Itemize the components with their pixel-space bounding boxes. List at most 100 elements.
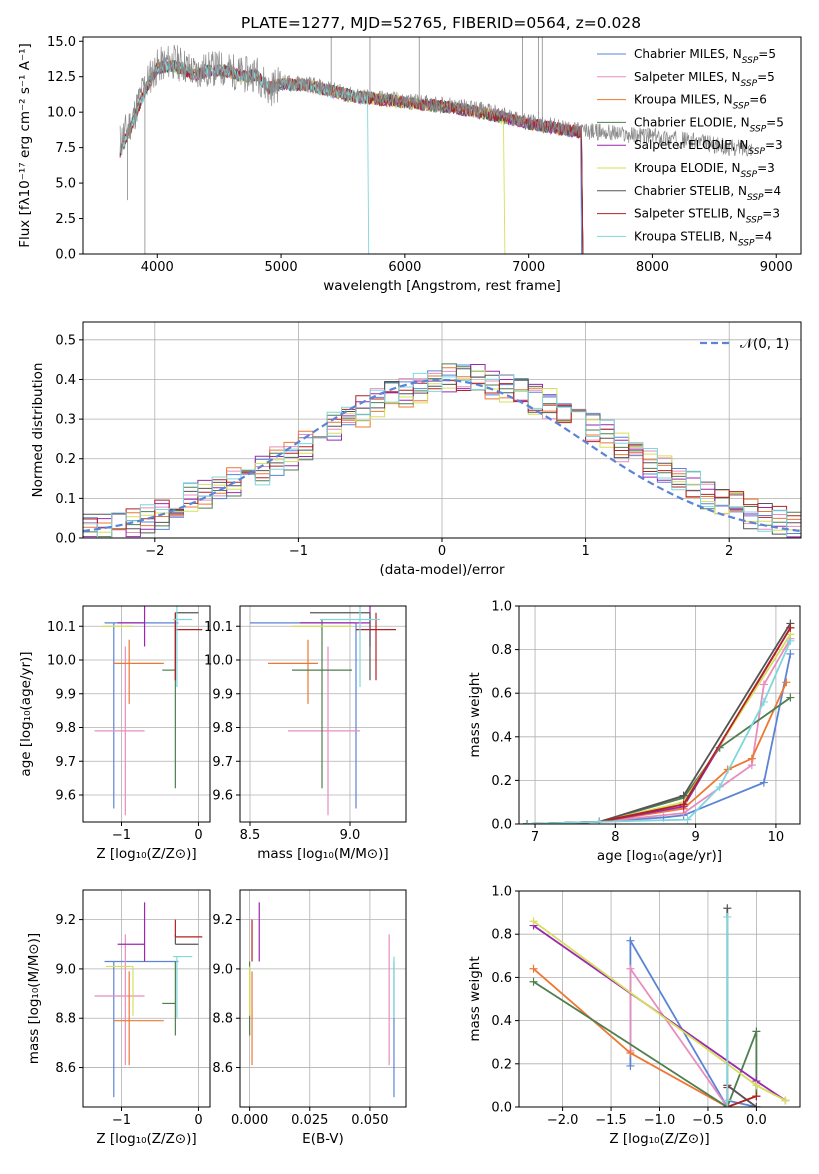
y-tick-label: 5.0 [55, 177, 76, 192]
y-tick-label: 9.9 [55, 687, 76, 702]
mass-weight-marker [786, 693, 795, 702]
spectrum-frame [82, 36, 802, 255]
y-tick-label: 0.6 [491, 971, 512, 986]
y-tick-label: 0.6 [491, 687, 512, 702]
mass-weight-marker [759, 778, 768, 787]
mass-weight-marker [786, 623, 795, 632]
mass-weight-marker [781, 1096, 790, 1105]
y-tick-label: 1.0 [491, 600, 512, 615]
massweight_vs_age-frame [518, 605, 801, 825]
x-axis-label: age [log₁₀(age/yr)] [597, 848, 722, 864]
y-tick-label: 0.2 [491, 1057, 512, 1072]
y-tick-label: 10.0 [47, 654, 76, 669]
x-tick-label: −0.5 [692, 1113, 724, 1128]
axes-residuals: −2 −1 0 1 2 0.0 0.1 0.2 0.3 0.4 0.5 (data-model)/er… [30, 321, 802, 578]
x-tick-label: 9000 [760, 260, 793, 275]
mass-weight-marker [626, 1061, 635, 1070]
plot-area-mass_vs_Z [94, 902, 203, 1098]
x-axis-label: Z [log₁₀(Z/Z⊙)] [96, 1131, 196, 1147]
x-tick-label: 2 [725, 544, 733, 559]
y-tick-label: 9.7 [212, 755, 233, 770]
y-tick-label: 0.0 [55, 532, 76, 547]
mass-weight-marker [626, 1049, 635, 1057]
legend-entry: Kroupa STELIB, NSSP=4 [634, 229, 772, 248]
y-tick-label: 10.1 [204, 620, 233, 635]
spectrum-legend: Chabrier MILES, NSSP=5 Salpeter MILES, NS… [597, 47, 784, 248]
x-tick-label: −1 [112, 828, 131, 843]
y-tick-label: 0.2 [491, 774, 512, 789]
legend-entry: 𝒩(0, 1) [740, 336, 789, 352]
x-tick-label: −2.0 [547, 1113, 579, 1128]
mass-weight-line [526, 622, 792, 824]
mass-weight-marker [723, 1103, 732, 1107]
legend-entry: Chabrier MILES, NSSP=5 [634, 47, 776, 66]
y-tick-label: 0.0 [55, 248, 76, 263]
mass-weight-marker [786, 649, 795, 658]
mass-weight-line [526, 696, 791, 824]
legend-entry: Salpeter STELIB, NSSP=3 [634, 207, 780, 226]
mass-weight-marker [529, 964, 538, 973]
x-tick-label: 9 [691, 830, 699, 845]
legend-entry: Chabrier STELIB, NSSP=4 [634, 184, 781, 203]
model-spectrum-line [119, 59, 583, 254]
x-axis-label: Z [log₁₀(Z/Z⊙)] [96, 846, 196, 862]
y-axis-label: age [log₁₀(age/yr)] [18, 651, 34, 776]
plot-area-age_vs_Z [94, 606, 203, 816]
mass-weight-marker [752, 1092, 761, 1101]
x-axis-label: E(B-V) [302, 1131, 344, 1147]
axes-mass_vs_ebv: 0.000 0.025 0.050 8.6 8.8 9.0 9.2 E(B-V) [212, 889, 407, 1147]
x-tick-label: 0 [438, 544, 446, 559]
mass-weight-line [526, 681, 788, 824]
x-tick-label: 0.050 [351, 1113, 388, 1128]
x-axis-label: wavelength [Angstrom, rest frame] [323, 278, 561, 294]
figure-title: PLATE=1277, MJD=52765, FIBERID=0564, z=0… [241, 14, 641, 32]
massweight_vs_Z-frame [518, 890, 801, 1108]
axes-mass_vs_Z: −1 0 8.6 8.8 9.0 9.2 Z [log₁₀(Z/Z⊙)] mass [log₁… [26, 889, 211, 1147]
x-tick-label: 9.0 [340, 828, 361, 843]
mass-weight-marker [786, 636, 795, 645]
plot-area-residuals [83, 363, 801, 538]
x-tick-label: −2 [145, 544, 164, 559]
y-tick-label: 10.1 [47, 620, 76, 635]
model-spectrum-line [119, 59, 584, 254]
y-tick-label: 0.0 [491, 818, 512, 833]
x-tick-label: 8 [611, 830, 619, 845]
legend-entry: Kroupa MILES, NSSP=6 [634, 93, 767, 112]
y-axis-label: mass weight [467, 672, 483, 757]
y-tick-label: 0.5 [55, 333, 76, 348]
y-tick-label: 0.3 [55, 413, 76, 428]
mass-weight-line [533, 980, 758, 1107]
y-tick-label: 0.4 [55, 373, 76, 388]
x-tick-label: 5000 [265, 260, 298, 275]
model-spectrum-line [119, 59, 584, 254]
axes-age_vs_Z: −1 0 9.6 9.7 9.8 9.9 10.0 10.1 Z [log₁₀(Z/Z⊙)] ag… [18, 605, 211, 862]
age_vs_mass-frame [239, 605, 407, 823]
mass-weight-marker [626, 936, 635, 945]
residuals-frame [82, 321, 802, 539]
y-tick-label: 8.8 [55, 1012, 76, 1027]
x-tick-label: 1 [581, 544, 589, 559]
y-tick-label: 0.8 [491, 643, 512, 658]
x-tick-label: −1 [289, 544, 308, 559]
mass-weight-marker [752, 1081, 761, 1090]
y-tick-label: 8.6 [212, 1061, 233, 1076]
x-axis-label: Z [log₁₀(Z/Z⊙)] [609, 1131, 709, 1147]
y-tick-label: 9.2 [212, 913, 233, 928]
legend-entry: Salpeter MILES, NSSP=5 [634, 70, 775, 89]
x-tick-label: 0.025 [291, 1113, 328, 1128]
x-axis-label: mass [log₁₀(M/M⊙)] [257, 846, 388, 862]
x-tick-label: 10 [768, 830, 785, 845]
x-tick-label: −1 [112, 1113, 131, 1128]
y-tick-label: 9.8 [212, 721, 233, 736]
x-tick-label: −1.5 [595, 1113, 627, 1128]
y-tick-label: 7.5 [55, 141, 76, 156]
y-tick-label: 9.0 [212, 962, 233, 977]
y-tick-label: 0.4 [491, 1014, 512, 1029]
mass-weight-marker [759, 697, 768, 706]
mass-weight-marker [595, 817, 604, 824]
y-tick-label: 8.8 [212, 1012, 233, 1027]
mass-weight-line [526, 653, 792, 824]
mass-weight-marker [529, 977, 538, 986]
